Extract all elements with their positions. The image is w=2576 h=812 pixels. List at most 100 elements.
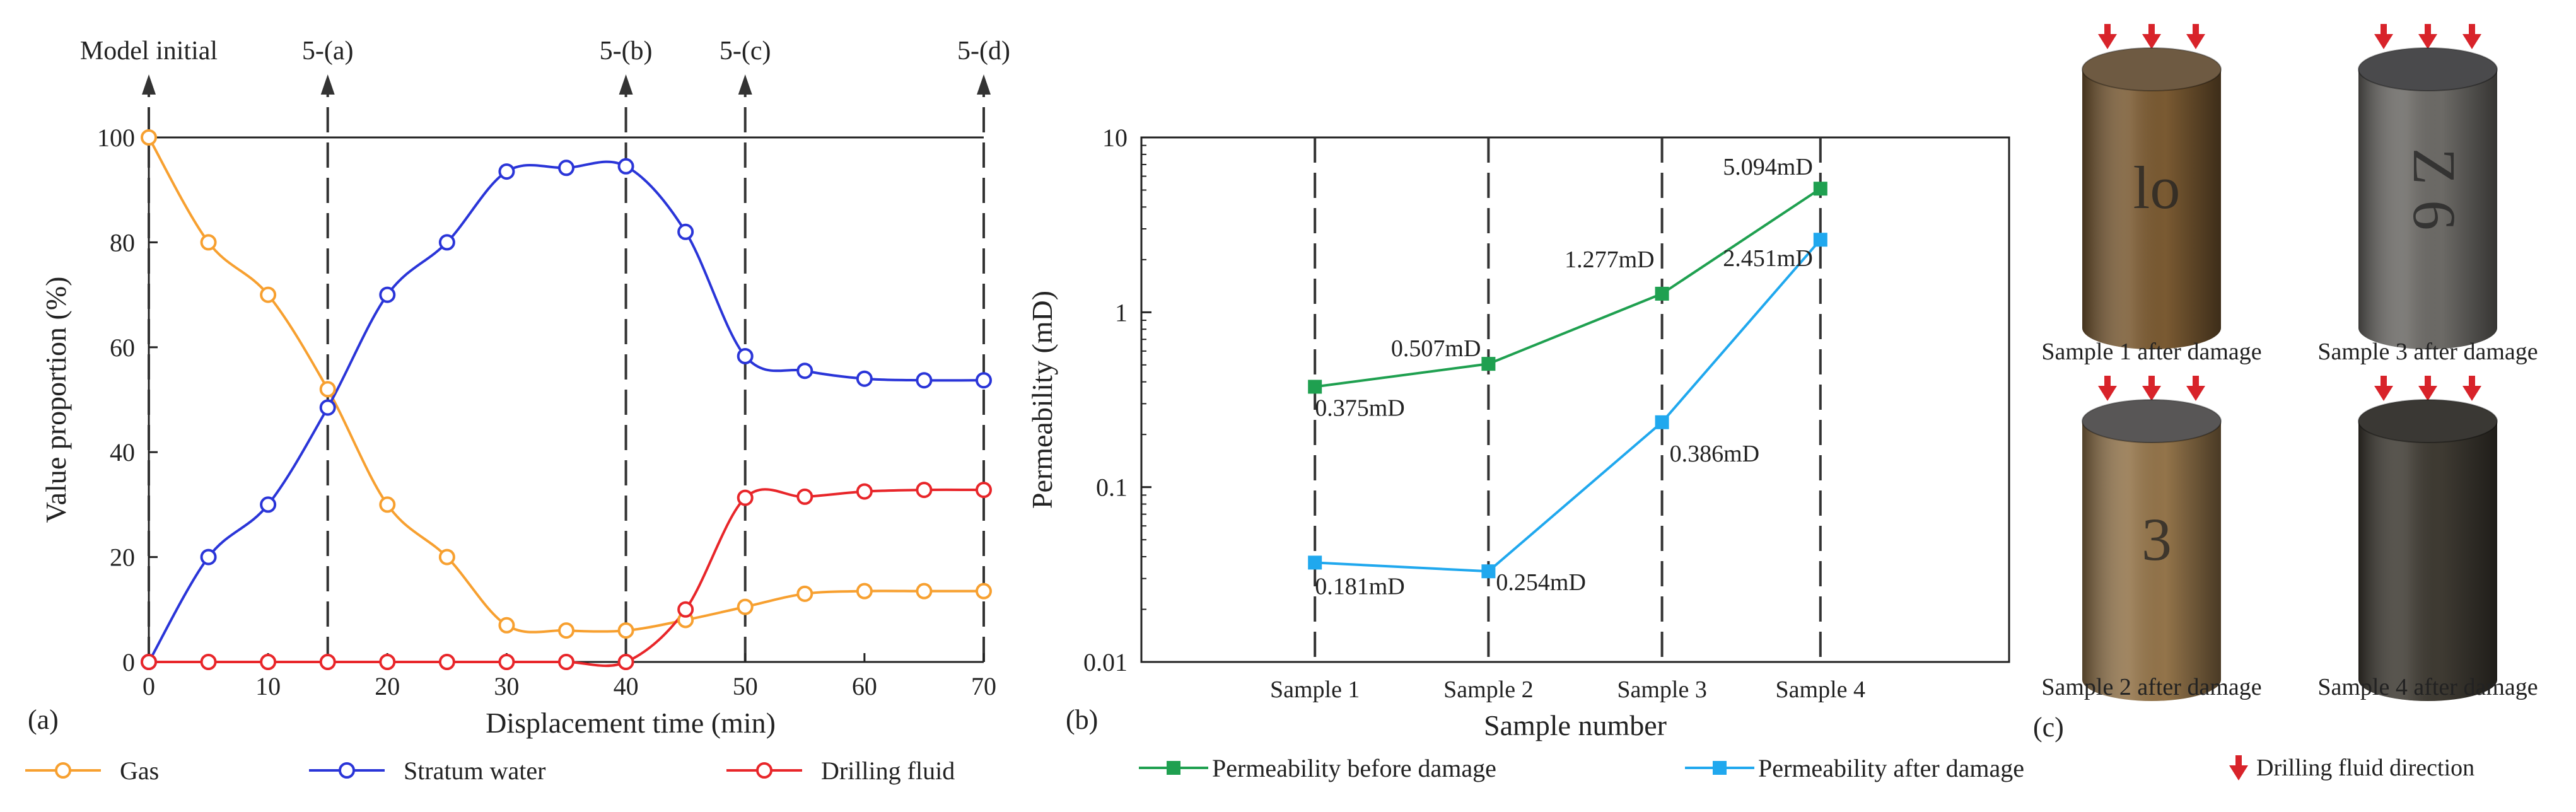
legend-item-before-damage: Permeability before damage [1139,754,1496,782]
plot-b-frame [1140,136,2010,663]
panel-label-a: (a) [28,704,59,735]
data-point-gas [976,583,992,600]
data-point-drilling-fluid [260,654,277,670]
data-point-drilling-fluid [319,654,336,670]
marker-label: 5-(a) [302,37,354,66]
drilling-fluid-arrow-icon [2462,376,2481,401]
core-sample: 3 Sample 2 after damage [2041,376,2262,701]
marker-label: 5-(d) [957,37,1010,66]
drilling-fluid-arrow-icon [2186,24,2205,49]
drilling-fluid-arrow-icon [2142,376,2161,401]
drilling-fluid-arrow-icon [2186,376,2205,401]
data-point-drilling-fluid [617,654,634,670]
data-point-stratum-water [319,399,336,416]
drilling-fluid-arrow-icon [2142,24,2161,49]
data-point-after-damage [1813,233,1827,247]
drilling-fluid-arrow-icon [2098,24,2117,49]
data-point-stratum-water [856,370,873,387]
y-tick-label: 10 [1102,124,1128,152]
series-line-before-damage [1314,187,1821,388]
data-point-gas [438,548,455,566]
data-point-gas [796,585,813,602]
data-point-drilling-fluid [498,654,515,670]
marker-arrowhead [619,74,633,95]
panel-b-line-chart: 0.01 0.1 1 10 Sample 1 Sample 2 Sample 3 Sample… [1026,124,2024,782]
x-tick-label: 60 [852,672,877,700]
y-axis-label-a: Value proportion (%) [40,277,72,523]
data-point-drilling-fluid [796,488,813,505]
legend-marker [339,762,355,779]
drilling-fluid-legend: Drilling fluid direction [2229,755,2474,781]
legend-item-gas: Gas [25,757,159,785]
legend-item-after-damage: Permeability after damage [1685,754,2024,782]
data-label: 5.094mD [1723,154,1813,180]
data-point-stratum-water [260,496,277,513]
series-line-drilling-fluid [149,488,984,668]
series-line-stratum-water [148,160,984,663]
data-point-stratum-water [438,234,455,251]
data-point-drilling-fluid [141,654,157,670]
legend-marker [1167,761,1180,775]
x-axis-label-a: Displacement time (min) [486,707,776,739]
marker-arrowhead [320,74,335,95]
data-point-gas [498,617,515,634]
data-point-drilling-fluid [916,482,933,499]
legend-marker [55,762,71,779]
x-tick-label: 50 [733,672,758,700]
data-point-stratum-water [976,372,992,389]
data-point-stratum-water [200,548,217,566]
core-cylinder-shading [2358,421,2497,701]
y-tick-label: 60 [110,334,135,362]
core-top-face [2358,47,2498,91]
data-point-drilling-fluid [976,482,992,499]
data-point-stratum-water [796,362,813,380]
y-tick-label: 80 [110,228,135,257]
data-point-drilling-fluid [379,654,396,670]
data-point-before-damage [1655,286,1669,301]
core-sample-marking: lo [2133,154,2181,221]
x-tick-label: 0 [143,672,155,700]
data-point-gas [319,381,336,398]
data-point-drilling-fluid [856,483,873,500]
marker-arrowhead [977,74,991,95]
panel-a-line-chart: Model initial 5-(a) 5-(b) 5-(c) 5-(d) 0 10 20 3… [25,37,1010,785]
data-label: 0.507mD [1391,335,1481,362]
x-axis-label-b: Sample number [1484,709,1667,741]
y-tick-label: 0 [122,648,135,676]
drilling-fluid-arrow-icon [2462,24,2481,49]
data-point-before-damage [1308,380,1322,394]
legend-item-stratum-water: Stratum water [309,757,546,785]
x-tick-label: Sample 4 [1776,676,1865,703]
core-sample-marking: 3 [2142,506,2172,573]
drilling-fluid-arrow-icon [2418,24,2437,49]
core-sample-caption: Sample 4 after damage [2317,674,2538,700]
data-point-stratum-water [617,158,634,175]
panel-c-core-samples: lo Sample 1 after damage Z 6 Sample 3 after… [2033,24,2538,781]
core-cylinder-shading [2358,69,2497,349]
panel-label-c: (c) [2033,712,2064,743]
drilling-fluid-legend-arrow-icon [2229,755,2248,780]
x-tick-label: 30 [494,672,519,700]
x-tick-label: Sample 1 [1270,676,1360,703]
core-cylinder-shading [2082,69,2221,349]
data-label: 0.181mD [1315,573,1405,600]
legend-marker [756,762,772,779]
data-point-drilling-fluid [200,654,217,670]
core-sample-caption: Sample 3 after damage [2317,339,2538,365]
data-point-after-damage [1308,555,1322,570]
data-point-drilling-fluid [558,654,574,670]
data-label: 0.375mD [1315,395,1405,421]
panel-label-b: (b) [1066,704,1098,735]
data-point-gas [200,234,217,251]
series-line-gas [148,137,984,634]
data-point-stratum-water [916,372,933,389]
data-point-stratum-water [737,347,754,364]
core-top-face [2358,399,2498,443]
data-point-stratum-water [498,163,515,180]
core-sample-caption: Sample 1 after damage [2041,339,2261,365]
legend-marker [1713,761,1727,775]
x-tick-label: 20 [375,672,400,700]
data-point-gas [916,583,933,600]
drilling-fluid-arrow-icon [2418,376,2437,401]
